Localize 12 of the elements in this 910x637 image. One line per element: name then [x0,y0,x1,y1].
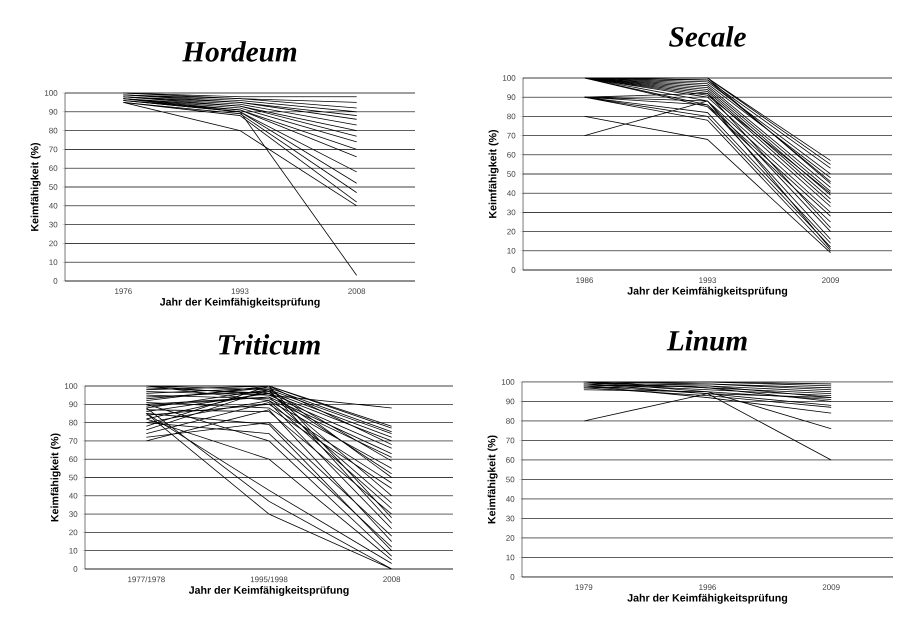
x-axis-title: Jahr der Keimfähigkeitsprüfung [160,298,320,308]
y-axis-title: Keimfähigkeit (%) [488,130,499,218]
x-axis-title: Jahr der Keimfähigkeitsprüfung [627,286,788,297]
x-axis-title: Jahr der Keimfähigkeitsprüfung [627,594,788,604]
y-axis-title: Keimfähigkeit (%) [50,433,61,522]
chart-title: Hordeum [182,41,296,62]
y-axis-title: Keimfähigkeit (%) [488,435,498,524]
y-axis-title: Keimfähigkeit (%) [30,142,41,231]
chart-title: Secale [669,26,746,47]
x-axis-title: Jahr der Keimfähigkeitsprüfung [188,586,349,596]
chart-title: Linum [666,330,747,351]
chart-title: Triticum [218,334,320,355]
